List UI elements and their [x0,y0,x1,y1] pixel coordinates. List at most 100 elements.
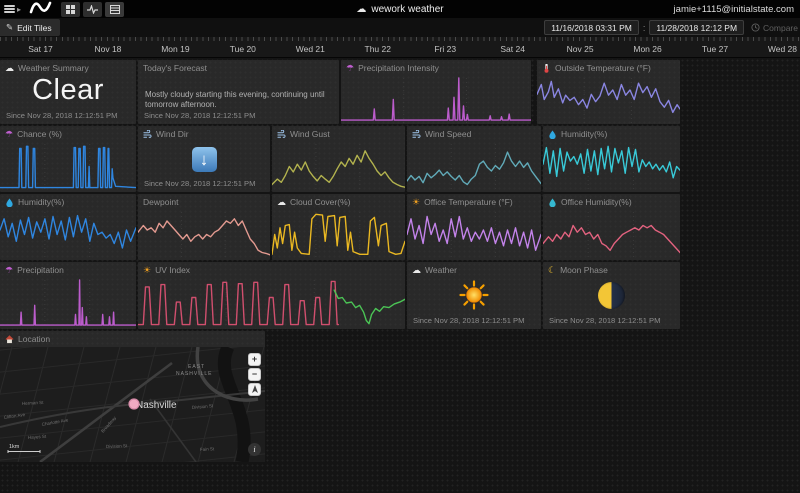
user-account-menu[interactable]: jamie+1115@initialstate.com [673,3,794,15]
tile-header: Wind Gust [272,126,405,142]
tile-wind-gust[interactable]: Wind Gust [272,126,405,192]
rain-cloud-icon: ☂ [5,264,14,275]
sparkline-chart [543,144,680,191]
timeline-label: Sat 24 [500,44,525,54]
sparkline-chart [537,78,680,123]
rain-cloud-icon: ☂ [5,128,14,139]
tile-title: Today's Forecast [143,63,207,73]
tile-dashboard: ☁ Weather Summary Clear Since Nov 28, 2018 … [0,58,800,493]
tile-wind-speed[interactable]: Wind Speed [407,126,541,192]
tile-dewpoint[interactable]: Dewpoint [138,194,270,260]
tile-title: Humidity(%) [18,197,65,207]
since-caption: Since Nov 28, 2018 12:12:51 PM [144,111,256,120]
map-label: Charlotte Ave [41,417,69,427]
sun-glyph [459,280,489,310]
chevron-right-icon: ▸ [17,4,22,14]
weather-summary-value: Clear [32,74,104,106]
tile-header: Humidity(%) [543,126,680,142]
tile-header: ☂ Chance (%) [0,126,136,142]
map-marker [128,398,140,410]
droplet-icon [548,197,557,207]
sparkline-chart [341,77,531,123]
tile-humidity-outside[interactable]: Humidity(%) [543,126,680,192]
map-label: NASHVILLE [176,371,213,377]
initialstate-logo-icon[interactable] [29,0,53,19]
time-axis[interactable]: Sat 17 Nov 18 Mon 19 Tue 20 Wed 21 Thu 22 Fri … [0,37,800,58]
sparkline-chart [407,212,541,259]
tile-header: Office Humidity(%) [543,194,680,210]
timeline-label: Wed 21 [295,44,325,54]
clock-icon [751,23,760,32]
map-info-button[interactable]: i [248,443,261,456]
start-date-input[interactable]: 11/16/2018 03:31 PM [544,20,639,35]
grid-icon [66,4,76,14]
tile-todays-forecast[interactable]: Today's Forecast Mostly cloudy starting t… [138,60,339,124]
tile-precipitation[interactable]: ☂ Precipitation [0,262,136,329]
tiles-view-button[interactable] [61,1,81,17]
tile-header: Today's Forecast [138,60,339,76]
tile-header: ☁ Weather [407,262,541,278]
tile-cloud-cover[interactable]: ☁ Cloud Cover(%) [272,194,405,260]
droplet-icon [5,197,14,207]
since-caption: Since Nov 28, 2018 12:12:51 PM [549,316,661,325]
timeline-label: Sat 17 [28,44,53,54]
rain-cloud-icon: ☂ [346,62,355,73]
lines-view-button[interactable] [105,1,125,17]
tile-outside-temp[interactable]: Outside Temperature (°F) [537,60,680,124]
tile-chance[interactable]: ☂ Chance (%) [0,126,136,192]
end-date-input[interactable]: 11/28/2018 12:12 PM [649,20,745,35]
edit-tiles-button[interactable]: ✎ Edit Tiles [0,19,60,36]
tile-wind-dir[interactable]: Wind Dir ↓ Since Nov 28, 2018 12:12:51 PM [138,126,270,192]
tile-weather-summary[interactable]: ☁ Weather Summary Clear Since Nov 28, 2018 … [0,60,136,124]
cloud-icon: ☁ [5,62,14,73]
sparkline-chart [407,144,541,191]
location-map[interactable]: Herman St Charlotte Ave Clifton Ave Broadwa… [0,320,303,483]
tile-office-temp[interactable]: ☀ Office Temperature (°F) [407,194,541,260]
tile-header: Humidity(%) [0,194,136,210]
cloud-icon: ☁ [356,3,367,15]
date-separator: : [642,22,646,33]
since-caption: Since Nov 28, 2018 12:12:51 PM [6,111,118,120]
timeline-label: Wed 28 [767,44,798,54]
tile-moon-phase[interactable]: ☾ Moon Phase Since Nov 28, 2018 12:12:51 P… [543,262,680,329]
map-label: EAST [188,364,205,370]
tile-title: Weather Summary [18,63,89,73]
tile-title: Wind Gust [290,129,330,139]
timeline-label: Tue 27 [701,44,729,54]
tile-title: Moon Phase [560,265,608,275]
waves-view-button[interactable] [83,1,103,17]
compare-button[interactable]: Compare [751,23,798,33]
tile-office-humidity[interactable]: Office Humidity(%) [543,194,680,260]
map-zoom-out-button[interactable]: − [248,368,261,381]
cloud-icon: ☁ [277,196,286,207]
compass-icon [251,385,258,393]
timeline-label: Fri 23 [434,44,457,54]
tile-header: ☀ Office Temperature (°F) [407,194,541,210]
tile-uv-index[interactable]: ☀ UV Index [138,262,405,329]
tile-header: Outside Temperature (°F) [537,60,680,76]
tile-title: Precipitation [17,265,64,275]
bucket-title: ☁ wework weather [356,4,443,15]
tile-header: Wind Dir [138,126,270,142]
map-label: Division St [106,443,128,449]
map-label: Herman St [22,400,44,406]
sparkline-chart [138,212,270,259]
moon-icon: ☾ [548,264,557,275]
tile-header: ☁ Cloud Cover(%) [272,194,405,210]
tile-title: Chance (%) [17,129,62,139]
tile-header: Wind Speed [407,126,541,142]
tile-title: Outside Temperature (°F) [555,63,651,73]
sparkline-chart [543,212,680,259]
forecast-text: Mostly cloudy starting this evening, con… [145,90,325,109]
time-axis-ticks [0,37,800,41]
tile-humidity-2[interactable]: Humidity(%) [0,194,136,260]
hamburger-menu-icon[interactable]: ▸ [4,4,21,15]
tile-precip-intensity[interactable]: ☂ Precipitation Intensity [341,60,531,124]
map-label: Nashville [136,400,177,411]
tile-location[interactable]: Location Herman St Charlotte Ave Clifton Av… [0,320,303,483]
map-compass-button[interactable] [248,383,261,396]
tile-weather[interactable]: ☁ Weather Since Nov 28, 2018 12:12:51 PM [407,262,541,329]
top-app-bar: ▸ ☁ wework weather jamie+1115@initialsta… [0,0,800,18]
map-zoom-in-button[interactable]: + [248,353,261,366]
timeline-label: Nov 25 [566,44,594,54]
